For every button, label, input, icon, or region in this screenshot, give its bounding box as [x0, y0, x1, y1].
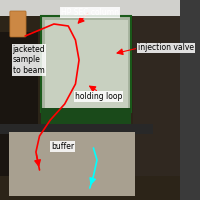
- FancyBboxPatch shape: [41, 108, 131, 144]
- Text: jacketed
sample
to beam: jacketed sample to beam: [13, 45, 45, 75]
- Text: HP SEC column: HP SEC column: [61, 8, 119, 17]
- FancyBboxPatch shape: [45, 20, 128, 108]
- FancyBboxPatch shape: [0, 124, 153, 134]
- FancyBboxPatch shape: [10, 11, 26, 37]
- Text: injection valve: injection valve: [138, 44, 194, 52]
- FancyBboxPatch shape: [0, 0, 180, 200]
- FancyBboxPatch shape: [0, 32, 38, 176]
- FancyBboxPatch shape: [41, 16, 131, 112]
- Text: holding loop: holding loop: [75, 92, 122, 101]
- FancyBboxPatch shape: [0, 0, 180, 16]
- FancyBboxPatch shape: [9, 132, 135, 196]
- FancyBboxPatch shape: [133, 16, 180, 176]
- Text: buffer: buffer: [51, 142, 74, 151]
